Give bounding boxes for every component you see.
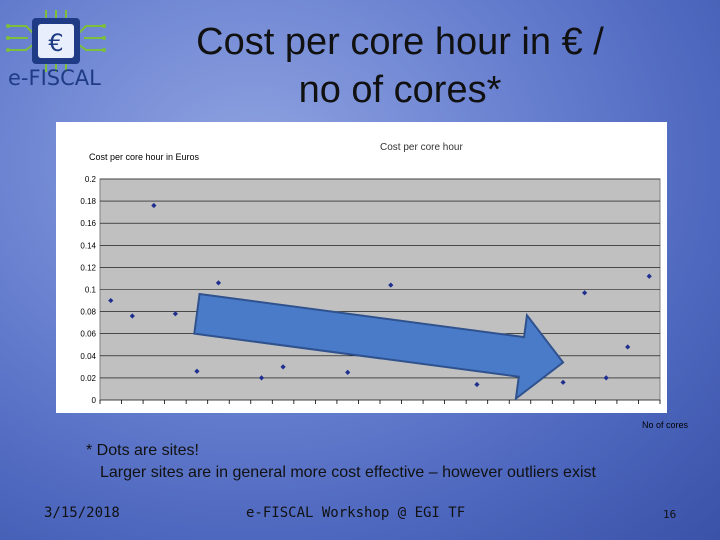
footnote-line-2: Larger sites are in general more cost ef… <box>100 464 596 481</box>
footer-event: e-FISCAL Workshop @ EGI TF <box>246 505 466 521</box>
data-point <box>560 379 566 385</box>
scatter-chart: Cost per core hour in Euros Cost per core… <box>80 142 661 405</box>
y-tick-label: 0.04 <box>80 352 96 361</box>
page-title: Cost per core hour in € / no of cores* <box>150 18 650 114</box>
trend-arrow <box>193 292 565 401</box>
data-point <box>151 202 157 209</box>
footer-date: 3/15/2018 <box>44 505 120 521</box>
data-point <box>172 311 178 317</box>
title-line-2: no of cores* <box>298 69 502 111</box>
data-point <box>474 381 480 388</box>
logo-name: e-FISCAL <box>8 66 101 90</box>
chart-title: Cost per core hour <box>380 142 463 153</box>
data-point <box>646 273 652 279</box>
data-point <box>258 375 265 381</box>
y-tick-label: 0.2 <box>85 175 97 184</box>
chart-frame: Cost per core hour in Euros Cost per core… <box>56 122 667 413</box>
footnote: * Dots are sites! Larger sites are in ge… <box>86 440 596 484</box>
data-point <box>108 297 114 304</box>
y-tick-label: 0.12 <box>80 263 96 272</box>
e-fiscal-logo: € <box>6 8 106 98</box>
page-number: 16 <box>663 508 677 521</box>
y-tick-label: 0.08 <box>80 308 96 317</box>
data-point <box>215 280 222 286</box>
data-point <box>603 375 609 381</box>
data-point <box>582 290 588 296</box>
y-tick-label: 0.14 <box>80 241 96 250</box>
y-tick-label: 0 <box>92 396 97 405</box>
title-line-1: Cost per core hour in € / <box>196 21 604 63</box>
data-point <box>345 369 351 375</box>
y-tick-label: 0.18 <box>80 197 96 206</box>
y-tick-label: 0.1 <box>85 286 97 295</box>
y-tick-label: 0.06 <box>80 330 96 339</box>
y-tick-label: 0.02 <box>80 374 96 383</box>
euro-symbol: € <box>48 29 63 57</box>
y-tick-label: 0.16 <box>80 219 96 228</box>
footnote-line-1: * Dots are sites! <box>86 442 199 459</box>
x-axis-label: No of cores <box>642 420 689 430</box>
y-axis-title: Cost per core hour in Euros <box>89 152 200 162</box>
